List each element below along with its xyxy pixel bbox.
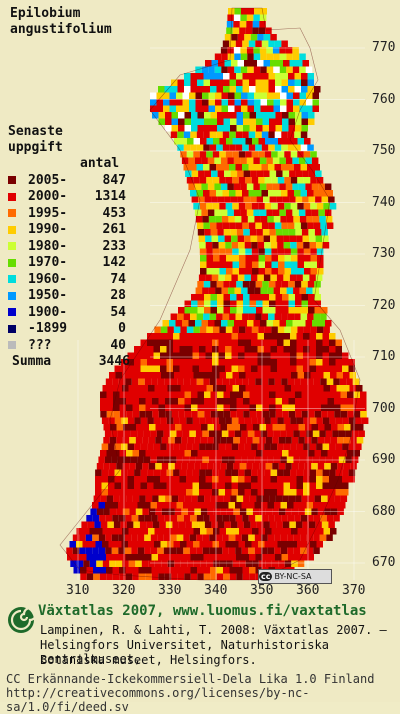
species-name: Epilobium angustifolium — [10, 6, 112, 38]
legend-period: 1995- — [28, 205, 68, 221]
citation-line-3: Botaniska museet, Helsingfors. — [40, 653, 257, 667]
legend-period: ??? — [28, 337, 52, 353]
legend-row: 2005- 847 — [8, 172, 130, 189]
legend-swatch — [8, 308, 16, 317]
legend-row: 1960- 74 — [8, 271, 130, 288]
y-tick-label: 760 — [372, 91, 396, 107]
legend-count: 28 — [110, 288, 126, 304]
legend-count: 453 — [102, 205, 126, 221]
legend-count-header: antal — [80, 156, 120, 171]
footer-title[interactable]: Växtatlas 2007, www.luomus.fi/vaxtatlas — [38, 603, 367, 619]
legend-title-1: Senaste — [8, 124, 63, 139]
legend-period: 2005- — [28, 172, 68, 188]
legend-count: 1314 — [94, 189, 126, 205]
legend-count: 54 — [110, 304, 126, 320]
legend-row: 1970- 142 — [8, 255, 130, 272]
legend-count: 847 — [102, 172, 126, 188]
legend-sum-value: 3446 — [98, 354, 130, 370]
footer — [0, 600, 400, 702]
species-epithet: angustifolium — [10, 22, 112, 37]
x-tick-label: 350 — [250, 583, 274, 598]
legend-title-2: uppgift — [8, 140, 63, 155]
cc-license-badge[interactable]: cc BY-NC-SA — [258, 569, 332, 584]
legend-swatch — [8, 258, 16, 267]
finland-distribution-map — [59, 7, 369, 581]
species-genus: Epilobium — [10, 6, 81, 21]
y-tick-label: 730 — [372, 246, 396, 261]
cc-badge-label: BY-NC-SA — [274, 572, 312, 581]
cc-icon: cc — [259, 572, 273, 581]
y-tick-label: 690 — [372, 452, 396, 467]
legend-count: 142 — [102, 255, 126, 271]
legend-swatch — [8, 225, 16, 234]
legend-swatch — [8, 341, 16, 350]
legend-row: ??? 40 — [8, 337, 130, 354]
legend-swatch — [8, 209, 16, 218]
legend-count: 261 — [102, 222, 126, 238]
legend-count: 74 — [110, 271, 126, 287]
legend-row: 1995- 453 — [8, 205, 130, 222]
legend-period: 1990- — [28, 222, 68, 238]
legend-swatch — [8, 324, 16, 333]
x-tick-label: 370 — [342, 583, 366, 598]
legend-period: 1950- — [28, 288, 68, 304]
y-tick-label: 750 — [372, 143, 396, 158]
y-tick-label: 740 — [372, 194, 396, 210]
x-tick-label: 310 — [66, 583, 90, 598]
legend-period: -1899 — [28, 321, 68, 337]
legend-row: -1899 0 — [8, 321, 130, 338]
legend-swatch — [8, 192, 16, 201]
legend-swatch — [8, 275, 16, 284]
legend-row: 1950- 28 — [8, 288, 130, 305]
license-line-1: CC Erkännande-Ickekommersiell-Dela Lika … — [6, 672, 375, 686]
legend-swatch — [8, 242, 16, 251]
legend-count: 0 — [118, 321, 126, 337]
legend-count: 233 — [102, 238, 126, 254]
coordinate-grid — [77, 47, 365, 580]
legend-period: 1900- — [28, 304, 68, 320]
country-outline — [59, 7, 361, 581]
legend-period: 1960- — [28, 271, 68, 287]
legend: Senaste uppgift antal 2005- 847 2000- 1314 1… — [8, 124, 130, 370]
y-tick-label: 710 — [372, 349, 396, 364]
legend-period: 2000- — [28, 189, 68, 205]
legend-row: 2000- 1314 — [8, 189, 130, 206]
legend-swatch — [8, 176, 16, 185]
occurrence-grid — [66, 8, 369, 580]
x-tick-label: 360 — [296, 583, 320, 598]
y-tick-label: 670 — [372, 555, 396, 570]
x-tick-label: 330 — [158, 583, 182, 598]
license-url[interactable]: http://creativecommons.org/licenses/by-n… — [6, 686, 310, 714]
luomus-logo-icon — [8, 606, 36, 633]
legend-row: 1900- 54 — [8, 304, 130, 321]
x-tick-label: 320 — [112, 583, 136, 598]
legend-sum-label: Summa — [12, 354, 52, 370]
legend-count: 40 — [110, 337, 126, 353]
y-tick-label: 700 — [372, 400, 396, 416]
y-tick-label: 680 — [372, 503, 396, 519]
citation-line-1: Lampinen, R. & Lahti, T. 2008: Växtatlas… — [40, 623, 387, 637]
legend-period: 1970- — [28, 255, 68, 271]
legend-row: 1990- 261 — [8, 222, 130, 239]
legend-period: 1980- — [28, 238, 68, 254]
legend-row: 1980- 233 — [8, 238, 130, 255]
legend-sum-row: Summa 3446 — [8, 354, 130, 371]
y-tick-label: 770 — [372, 40, 396, 55]
x-tick-label: 340 — [204, 583, 228, 598]
citation-line-2: Helsingfors Universitet, Naturhistoriska… — [40, 638, 329, 666]
legend-swatch — [8, 291, 16, 300]
y-tick-label: 720 — [372, 297, 396, 313]
legend-rows: 2005- 847 2000- 1314 1995- 453 1990- 261 1980- 23… — [8, 172, 130, 354]
